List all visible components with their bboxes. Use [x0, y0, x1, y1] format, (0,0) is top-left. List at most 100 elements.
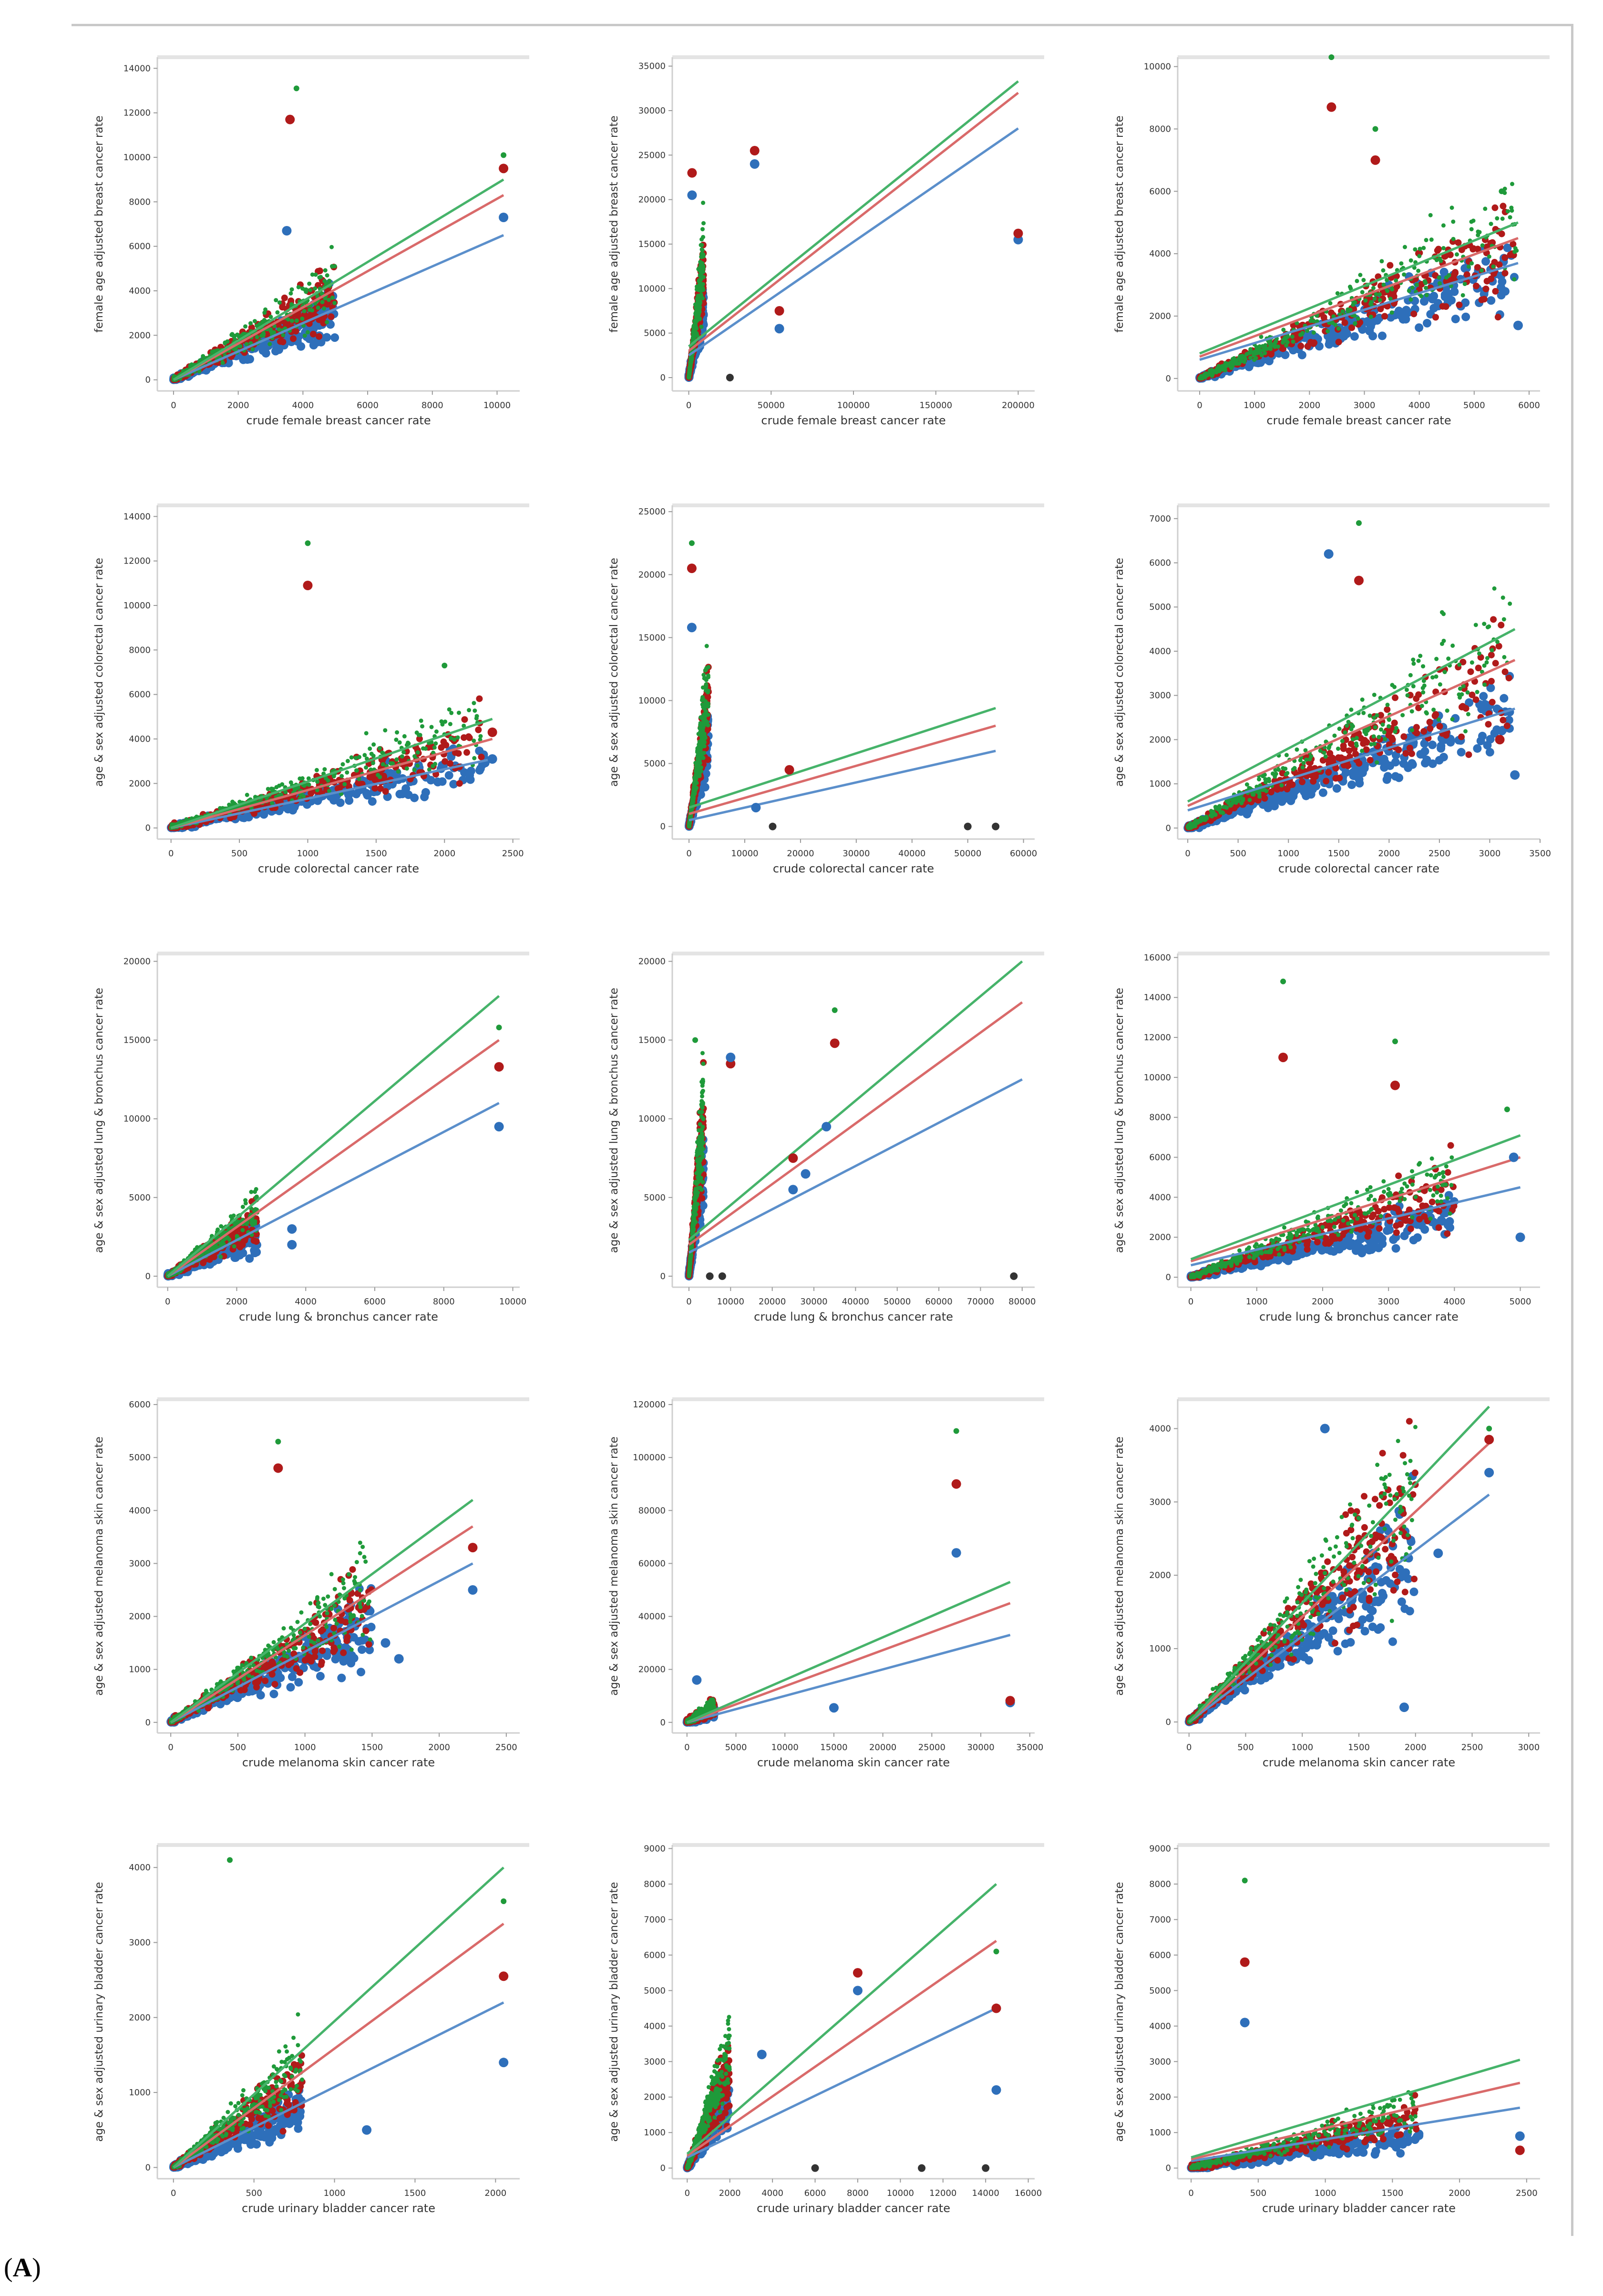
- y-tick-label: 0: [145, 823, 151, 833]
- outlier-point: [1513, 320, 1523, 330]
- data-point: [1491, 204, 1499, 211]
- data-point: [1423, 281, 1428, 286]
- data-point: [1369, 300, 1374, 305]
- data-point: [696, 287, 701, 292]
- data-point: [1501, 269, 1509, 277]
- data-point: [467, 708, 472, 713]
- data-point: [332, 301, 337, 306]
- data-point: [1483, 206, 1488, 211]
- y-tick-label: 10000: [123, 601, 151, 611]
- data-point: [1469, 227, 1474, 232]
- data-point: [349, 755, 354, 760]
- data-point: [243, 324, 248, 329]
- data-point: [369, 751, 374, 756]
- data-point: [1500, 216, 1505, 221]
- data-point: [345, 770, 349, 775]
- data-point: [1480, 243, 1485, 248]
- data-point: [694, 308, 699, 312]
- data-point: [1254, 356, 1258, 360]
- x-tick-label: 50000: [758, 400, 785, 410]
- data-point: [336, 798, 345, 807]
- data-point: [692, 781, 697, 786]
- x-axis-label: crude female breast cancer rate: [1266, 414, 1451, 427]
- data-point: [1461, 312, 1470, 321]
- scatter-panel-3: 0 1000 2000 3000 4000 5000 6000020004000600080…: [1113, 54, 1550, 427]
- data-point: [307, 281, 312, 286]
- data-point: [277, 327, 281, 332]
- data-point: [308, 287, 313, 292]
- data-point: [1416, 268, 1421, 273]
- data-point: [476, 695, 483, 702]
- data-point: [429, 725, 434, 729]
- data-point: [1399, 261, 1404, 266]
- data-point: [289, 318, 294, 323]
- data-point: [325, 320, 329, 325]
- data-point: [328, 313, 335, 320]
- data-point: [1423, 318, 1432, 328]
- y-tick-label: 8000: [129, 197, 151, 207]
- outlier-point: [1013, 228, 1023, 238]
- x-tick-label: 0: [171, 400, 176, 410]
- x-axis-label: crude colorectal cancer rate: [773, 862, 934, 875]
- x-tick-label: 0: [686, 849, 691, 859]
- x-tick-label: 8000: [421, 400, 443, 410]
- regression-line-2: [173, 178, 504, 381]
- regression-line-2: [170, 718, 493, 830]
- regression-line-1: [173, 194, 504, 381]
- figure-frame: [72, 24, 1573, 2236]
- data-point: [1510, 182, 1514, 186]
- y-tick-label: 4000: [1149, 249, 1171, 259]
- data-point: [701, 725, 706, 730]
- data-point: [274, 298, 278, 303]
- data-point: [1495, 216, 1500, 221]
- x-tick-label: 5000: [1463, 400, 1485, 410]
- data-point: [1368, 315, 1373, 319]
- x-axis-label: crude female breast cancer rate: [246, 414, 431, 427]
- data-point: [1437, 275, 1441, 280]
- data-point: [244, 342, 249, 347]
- data-point: [1500, 203, 1507, 210]
- data-point: [271, 347, 280, 356]
- data-point: [1230, 363, 1235, 368]
- data-point: [315, 779, 320, 784]
- data-point: [1360, 290, 1365, 295]
- data-point: [1307, 338, 1315, 346]
- x-axis-label: crude colorectal cancer rate: [258, 862, 419, 875]
- outlier-point: [499, 164, 509, 174]
- x-tick-label: 200000: [1002, 400, 1035, 410]
- data-point: [277, 300, 282, 305]
- y-tick-label: 8000: [129, 645, 151, 655]
- data-point: [394, 738, 399, 742]
- data-point: [701, 287, 706, 292]
- y-tick-label: 10000: [123, 153, 151, 163]
- data-point: [330, 333, 339, 342]
- data-point: [1476, 233, 1480, 237]
- data-point: [473, 708, 477, 713]
- data-point: [1462, 282, 1467, 287]
- data-point: [1378, 331, 1387, 340]
- x-tick-label: 10000: [731, 849, 758, 859]
- data-point: [1231, 359, 1235, 364]
- x-tick-label: 0: [1197, 400, 1202, 410]
- data-point: [236, 334, 241, 339]
- x-tick-label: 1000: [1243, 400, 1265, 410]
- data-point: [259, 810, 268, 819]
- scatter-panel-2: 0 50000 100000 150000 2000000500010000150002…: [608, 55, 1044, 427]
- data-point: [1451, 315, 1460, 324]
- data-point: [694, 315, 699, 320]
- outlier-point: [1372, 126, 1378, 132]
- data-point: [1381, 313, 1388, 320]
- data-point: [691, 329, 696, 334]
- data-point: [1512, 249, 1517, 254]
- data-point: [363, 791, 372, 800]
- y-tick-label: 15000: [638, 239, 666, 249]
- data-point: [404, 766, 409, 771]
- data-point: [700, 227, 705, 232]
- data-point: [310, 272, 315, 277]
- data-point: [396, 769, 401, 774]
- data-point: [364, 765, 369, 770]
- data-point: [296, 285, 301, 289]
- data-point: [1268, 344, 1273, 349]
- data-point: [444, 771, 453, 780]
